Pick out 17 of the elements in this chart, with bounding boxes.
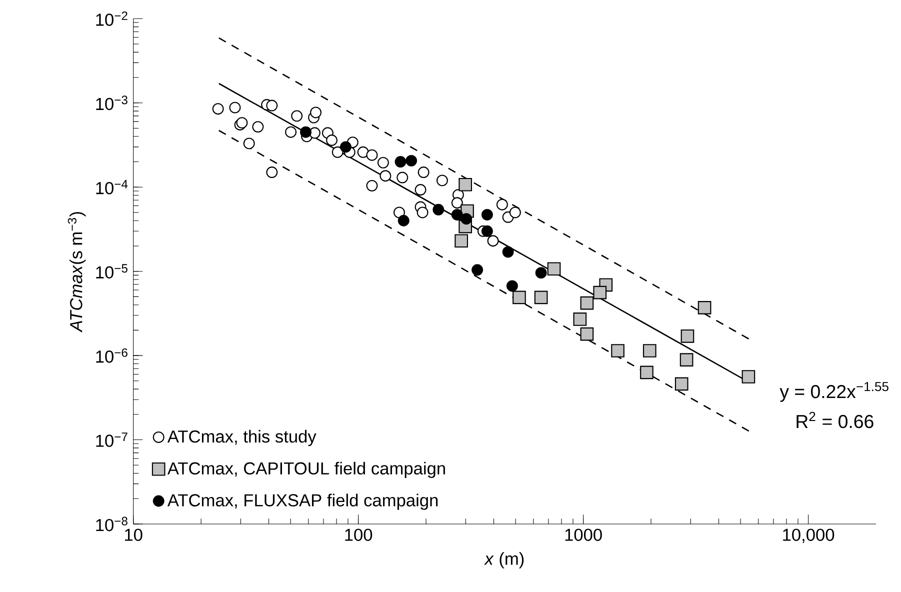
x-axis-title: x (m) — [484, 552, 524, 568]
x-tick-label: 10 — [125, 528, 142, 541]
x-tick-label: 100 — [345, 528, 372, 541]
y-tick-label: 10$^{−7}$ — [96, 432, 128, 447]
legend-label: ATCmax, this study — [167, 430, 316, 446]
y-tick-label: 10$^{−6}$ — [96, 348, 128, 363]
x-tick-label: 10,000 — [783, 528, 834, 544]
y-tick-label: 10$^{−3}$ — [96, 96, 128, 110]
y-tick-label: 10$^{−2}$ — [96, 11, 128, 26]
annotation: y = 0.22x$^{−1.55}$ — [780, 382, 888, 402]
legend-label: ATCmax, CAPITOUL field campaign — [167, 462, 445, 478]
y-tick-label: 10$^{−4}$ — [96, 180, 128, 194]
x-tick-label: 1000 — [565, 528, 602, 541]
y-tick-label: 10$^{−5}$ — [96, 264, 128, 278]
legend-label: ATCmax, FLUXSAP field campaign — [167, 494, 438, 510]
y-axis-title: ATCmax(s m$^{−3}$) — [68, 212, 86, 332]
annotation: R$^{2}$ = 0.66 — [796, 412, 874, 428]
